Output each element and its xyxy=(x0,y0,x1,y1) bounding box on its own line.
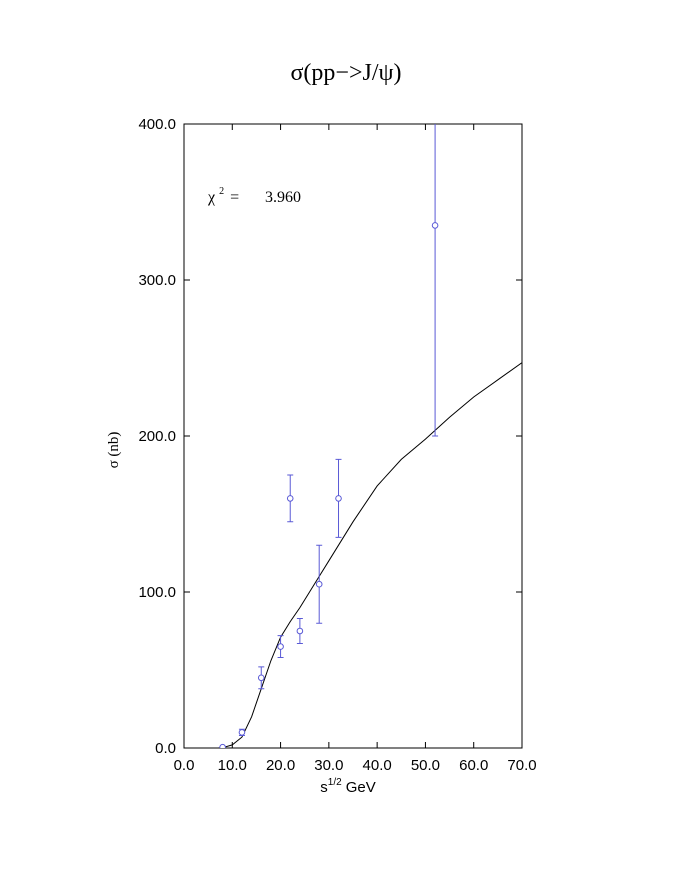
x-tick-label: 60.0 xyxy=(459,757,488,774)
x-axis-label-sup: 1/2 xyxy=(328,777,342,788)
y-tick-label: 0.0 xyxy=(155,740,176,757)
x-tick-label: 20.0 xyxy=(266,757,295,774)
y-tick-label: 300.0 xyxy=(138,272,176,289)
y-axis-label: σ (nb) xyxy=(106,432,122,469)
x-tick-label: 0.0 xyxy=(174,757,195,774)
data-point xyxy=(219,743,226,748)
fit-curve xyxy=(217,362,522,748)
data-point xyxy=(257,674,265,682)
chart-title: σ(pp−>J/ψ) xyxy=(290,60,401,86)
x-tick-label: 30.0 xyxy=(314,757,343,774)
x-tick-label: 50.0 xyxy=(411,757,440,774)
data-point xyxy=(296,627,304,635)
data-point xyxy=(238,729,246,736)
x-tick-label: 10.0 xyxy=(218,757,247,774)
x-axis-label-rest: GeV xyxy=(346,779,376,796)
x-axis-label: s1/2 GeV xyxy=(320,777,375,796)
data-point xyxy=(431,222,439,229)
data-point xyxy=(286,495,294,502)
plot-area xyxy=(217,124,522,748)
x-axis-label-base: s xyxy=(320,779,328,796)
data-point xyxy=(277,643,284,650)
y-tick-label: 400.0 xyxy=(138,116,176,133)
x-tick-label: 40.0 xyxy=(363,757,392,774)
y-tick-label: 100.0 xyxy=(138,584,176,601)
annotation: χ 2 = 3.960 xyxy=(207,186,301,206)
y-tick-label: 200.0 xyxy=(138,428,176,445)
data-point xyxy=(315,580,323,588)
annotation-value: 3.960 xyxy=(265,189,301,206)
annotation-sup: 2 xyxy=(219,186,224,197)
annotation-eq: = xyxy=(230,189,239,206)
annotation-symbol: χ xyxy=(207,189,216,206)
data-point xyxy=(335,495,342,502)
x-tick-label: 70.0 xyxy=(507,757,536,774)
